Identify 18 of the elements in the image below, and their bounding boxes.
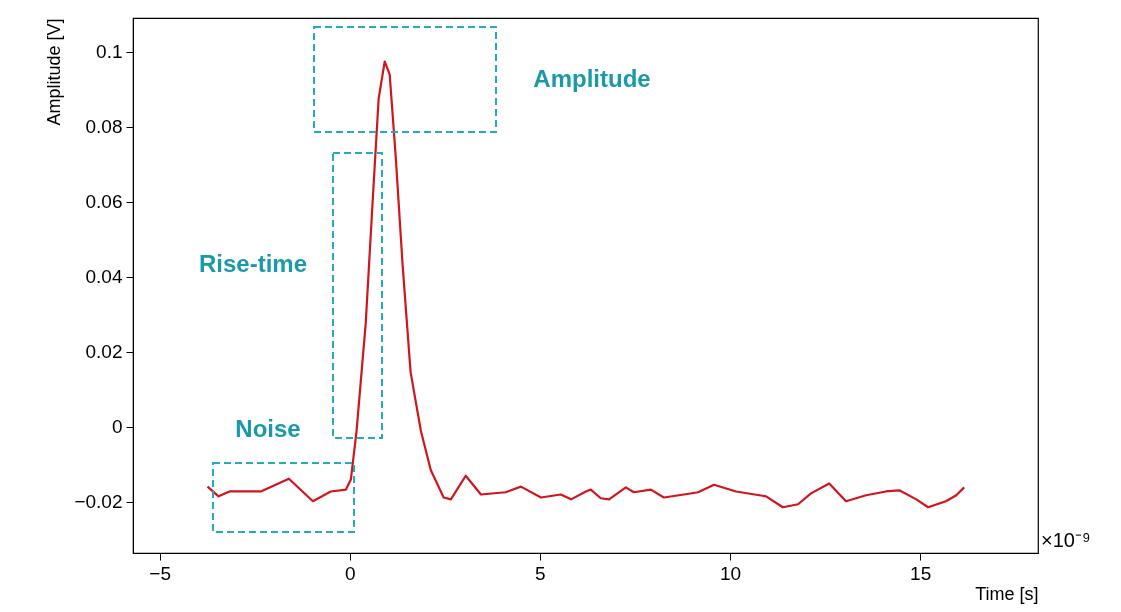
x-tick-label: 10 <box>719 562 742 584</box>
x-axis-title: Time [s] <box>975 583 1039 604</box>
annotation: Rise-time <box>198 250 308 277</box>
y-tick-label: 0.1 <box>96 41 123 63</box>
y-tick-label: 0.04 <box>85 266 123 288</box>
y-tick-label: 0.06 <box>85 191 123 213</box>
x-tick-label: 5 <box>535 562 546 584</box>
y-tick-label: −0.02 <box>74 491 123 513</box>
text: ×10⁻⁹ <box>1041 529 1091 551</box>
x-tick-label: −5 <box>149 562 171 584</box>
annotation: Noise <box>235 415 301 442</box>
y-tick-label: 0.08 <box>85 116 123 138</box>
y-tick-label: 0 <box>111 416 123 438</box>
y-tick-label: 0.02 <box>85 341 123 363</box>
x-tick-label: 15 <box>910 562 932 584</box>
annotation: Amplitude <box>533 65 651 92</box>
y-axis-title: Amplitude [V] <box>44 18 65 126</box>
x-tick-label: 0 <box>344 562 356 584</box>
